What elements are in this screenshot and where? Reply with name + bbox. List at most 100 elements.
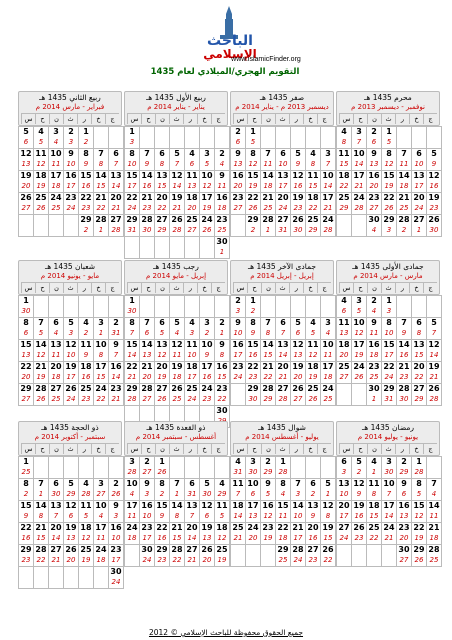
logo-text-2: الإسلامي	[203, 47, 257, 61]
day-cell: 13 9	[305, 500, 321, 523]
hijri-day-number: 23	[232, 362, 244, 371]
gregorian-day-number: 27	[399, 556, 409, 564]
hijri-day-number: 21	[292, 523, 304, 532]
hijri-day-number: 11	[35, 149, 47, 158]
gregorian-day-number: 25	[217, 226, 227, 234]
hijri-day-number: 18	[368, 501, 380, 510]
gregorian-day-number: 23	[399, 373, 409, 381]
weekday-label: خ	[303, 283, 317, 293]
hijri-day-number: 26	[20, 193, 32, 202]
hijri-day-number: 12	[65, 340, 77, 349]
day-cell: 12 10	[63, 339, 79, 362]
day-cell: 22 23	[245, 361, 261, 384]
day-cell: 10 4	[124, 478, 140, 501]
week-row: 23 25 24 26 25 27 26 28 27 29 28 30 29 31	[124, 214, 230, 237]
copyright-footer[interactable]: جميع الحقوق محفوظة للباحث الإسلامي © 201…	[148, 628, 304, 637]
day-cell: 11 10	[184, 339, 200, 362]
day-cell: 29 2	[78, 214, 94, 237]
day-cell: 16 18	[366, 339, 382, 362]
hijri-day-number: 6	[159, 318, 165, 327]
hijri-day-number: 20	[156, 362, 168, 371]
day-cell: 20 19	[154, 361, 170, 384]
week-row: 12 8 13 9 14 10 15 11 16 12 17 13 18 14	[230, 500, 336, 523]
day-cell: 25 19	[214, 544, 230, 567]
hijri-day-number: 12	[353, 479, 365, 488]
hijri-day-number: 7	[144, 149, 150, 158]
gregorian-day-number: 11	[399, 160, 409, 168]
hijri-day-number: 2	[235, 127, 241, 136]
gregorian-day-number: 6	[235, 138, 241, 146]
day-cell: 25 29	[305, 214, 321, 237]
day-cell: 19 21	[169, 192, 185, 215]
gregorian-day-number: 9	[295, 160, 301, 168]
gregorian-day-number: 16	[21, 534, 31, 542]
site-url[interactable]: www.islamicFinder.org	[231, 56, 301, 63]
gregorian-day-number: 19	[414, 534, 424, 542]
hijri-day-number: 20	[50, 523, 62, 532]
day-cell: 17 13	[245, 500, 261, 523]
gregorian-day-number: 23	[81, 204, 91, 212]
hijri-day-number: 2	[401, 457, 407, 466]
gregorian-day-number: 19	[384, 182, 394, 190]
day-cell: 17 18	[320, 361, 336, 384]
day-cell: 20 22	[154, 192, 170, 215]
gregorian-day-number: 4	[53, 138, 59, 146]
weekday-label: ج	[211, 444, 225, 454]
hijri-day-number: 1	[83, 127, 89, 136]
hijri-day-number: 2	[235, 296, 241, 305]
hijri-day-number: 4	[189, 318, 195, 327]
day-cell: 19 23	[426, 192, 442, 215]
hijri-day-number: 10	[126, 479, 138, 488]
hijri-day-number: 14	[171, 501, 183, 510]
hijri-day-number: 29	[156, 545, 168, 554]
hijri-day-number: 8	[416, 479, 422, 488]
gregorian-day-number: 29	[414, 395, 424, 403]
gregorian-day-number: 15	[263, 351, 273, 359]
gregorian-day-number: 12	[414, 512, 424, 520]
gregorian-day-number: 9	[356, 490, 362, 498]
empty-day-cell	[411, 295, 427, 318]
day-cell: 27 23	[305, 544, 321, 567]
hijri-day-number: 25	[186, 384, 198, 393]
gregorian-day-number: 7	[113, 351, 119, 359]
day-cell: 16 15	[214, 361, 230, 384]
empty-day-cell	[366, 544, 382, 567]
day-cell: 17 18	[48, 170, 64, 193]
empty-day-cell	[381, 544, 397, 567]
empty-day-cell	[290, 456, 306, 479]
day-cell: 4 29	[214, 478, 230, 501]
hijri-day-number: 17	[95, 362, 107, 371]
gregorian-day-number: 21	[51, 556, 61, 564]
empty-day-cell	[108, 295, 124, 318]
week-row: 16 18 17 19 18 20 19 21 20 22 21 23 22 24	[124, 192, 230, 215]
empty-day-cell	[230, 214, 246, 237]
gregorian-day-number: 10	[384, 329, 394, 337]
weekday-label: س	[339, 114, 353, 124]
gregorian-day-number: 21	[187, 556, 197, 564]
hijri-day-number: 24	[247, 523, 259, 532]
gregorian-day-number: 3	[113, 512, 119, 520]
hijri-day-number: 5	[174, 149, 180, 158]
hijri-day-number: 27	[156, 215, 168, 224]
gregorian-day-number: 22	[369, 534, 379, 542]
gregorian-day-number: 12	[384, 160, 394, 168]
gregorian-day-number: 18	[127, 534, 137, 542]
day-cell: 28 30	[139, 214, 155, 237]
gregorian-day-number: 7	[356, 138, 362, 146]
empty-day-cell	[260, 544, 276, 567]
gregorian-day-number: 7	[174, 160, 180, 168]
hijri-day-number: 11	[368, 479, 380, 488]
